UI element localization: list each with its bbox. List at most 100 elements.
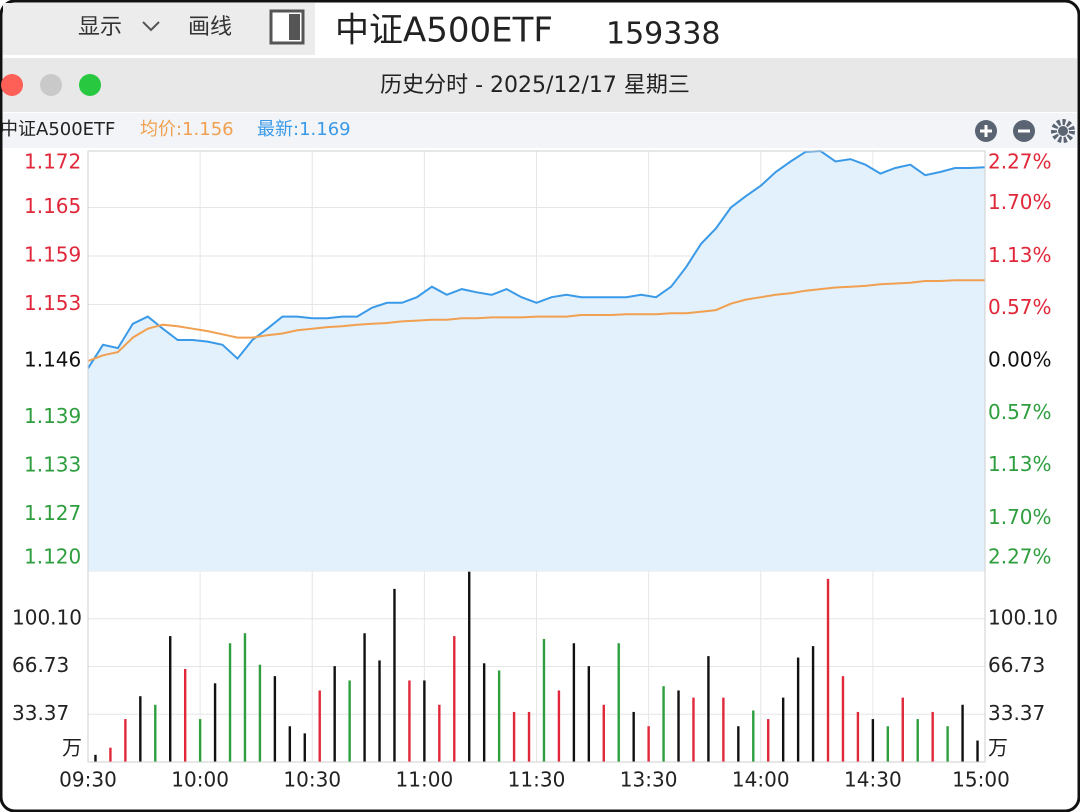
price-area [88, 151, 985, 571]
volume-bar [916, 719, 919, 762]
volume-bar [557, 690, 561, 762]
volume-bar [692, 697, 695, 762]
security-name: 中证A500ETF [335, 11, 553, 51]
volume-bar [647, 726, 650, 762]
volume-bar [318, 690, 321, 762]
y-tick-label: 66.73 [12, 653, 69, 677]
y-tick-label: 1.153 [24, 291, 81, 315]
price-line [87, 279, 985, 362]
x-tick-label: 10:00 [171, 768, 229, 792]
volume-bar [408, 680, 411, 762]
volume-bar [423, 680, 426, 762]
volume-bar [752, 710, 755, 762]
draw-menu[interactable]: 画线 [188, 15, 232, 40]
volume-bar [901, 697, 904, 762]
volume-bar [572, 643, 576, 762]
x-tick-label: 09:30 [59, 768, 117, 792]
y-tick-label: 1.120 [24, 545, 81, 569]
volume-bar [976, 740, 979, 762]
window-title: 历史分时 - 2025/12/17 星期三 [380, 73, 690, 98]
volume-bar [94, 754, 97, 762]
volume-bar [826, 578, 830, 762]
settings[interactable] [1051, 119, 1075, 143]
volume-bar [677, 690, 680, 762]
y2-tick-label: 1.13% [988, 243, 1052, 267]
volume-bar [886, 726, 890, 762]
show-menu[interactable]: 显示 [78, 15, 122, 40]
volume-bar [198, 719, 202, 762]
volume-bar [841, 676, 845, 762]
unit-label: 万 [988, 736, 1008, 760]
volume-bar [348, 680, 351, 762]
chevron [142, 21, 160, 32]
volume-bar [258, 664, 262, 762]
y-tick-label: 1.139 [24, 404, 81, 428]
y2-tick-label: 2.27% [988, 150, 1052, 174]
y-tick-label: 1.159 [24, 243, 81, 267]
y-tick-label: 1.146 [24, 348, 81, 372]
y-tick-label: 1.165 [24, 194, 81, 218]
y-tick-label: 1.172 [24, 150, 81, 174]
unit-label: 万 [62, 736, 82, 760]
price-line [87, 149, 986, 369]
volume-bar [856, 711, 860, 762]
settings-hub [1058, 126, 1068, 136]
x-tick-label: 11:30 [508, 768, 566, 792]
volume-bar [139, 696, 142, 762]
volume-bar [767, 719, 770, 762]
volume-bar [722, 697, 725, 762]
volume-bar [243, 633, 247, 762]
y-tick-label: 33.37 [12, 701, 69, 725]
volume-bar [482, 663, 486, 762]
titlebar [3, 58, 1077, 112]
x-tick-label: 14:00 [732, 768, 790, 792]
volume-bar [961, 704, 964, 762]
volume-bar [707, 656, 710, 762]
legend-last: 最新:1.169 [257, 119, 351, 140]
x-tick-label: 13:30 [620, 768, 678, 792]
volume-bar [333, 666, 336, 762]
volume-bar [737, 726, 740, 762]
y2-tick-label: 2.27% [988, 545, 1052, 569]
y2-tick-label: 100.10 [988, 605, 1058, 629]
volume-bar [303, 733, 306, 762]
y2-tick-label: 0.00% [988, 348, 1052, 372]
volume-bar [288, 726, 292, 762]
y-tick-label: 1.127 [24, 501, 81, 525]
y2-tick-label: 1.70% [988, 505, 1052, 529]
legend-bar [3, 113, 1077, 148]
x-tick-label: 15:00 [952, 768, 1010, 792]
volume-bar [587, 666, 591, 762]
minimize-button[interactable] [40, 74, 62, 96]
volume-bar [811, 646, 815, 762]
volume-bar [438, 704, 441, 762]
volume-bar [378, 660, 381, 762]
legend-name: 中证A500ETF [0, 119, 115, 140]
volume-bar [946, 726, 949, 762]
volume-bar [228, 643, 232, 762]
y2-tick-label: 1.13% [988, 452, 1052, 476]
volume-bar [183, 669, 187, 762]
volume-bar [871, 719, 875, 762]
volume-bar [273, 676, 277, 762]
close-button[interactable] [1, 74, 23, 96]
volume-bar [393, 588, 396, 762]
volume-bar [497, 670, 501, 762]
volume-bar [796, 657, 800, 762]
volume-bar [154, 704, 157, 762]
volume-bar [931, 711, 934, 762]
y-tick-label: 1.133 [24, 453, 81, 477]
toolbar [3, 3, 315, 55]
zoom-button[interactable] [79, 74, 101, 96]
plot-border [87, 150, 986, 763]
panel-icon [289, 14, 300, 40]
volume-bar [213, 683, 217, 762]
plot: 1.120 1.127 1.133 1.139 1.146 1.153 1.159 1.165… [12, 150, 1058, 792]
y-tick-label: 100.10 [12, 605, 82, 629]
y2-tick-label: 66.73 [988, 653, 1045, 677]
volume-bar [632, 711, 635, 762]
y2-tick-label: 33.37 [988, 701, 1045, 725]
volume-bar [512, 711, 516, 762]
volume-bar [124, 719, 127, 762]
